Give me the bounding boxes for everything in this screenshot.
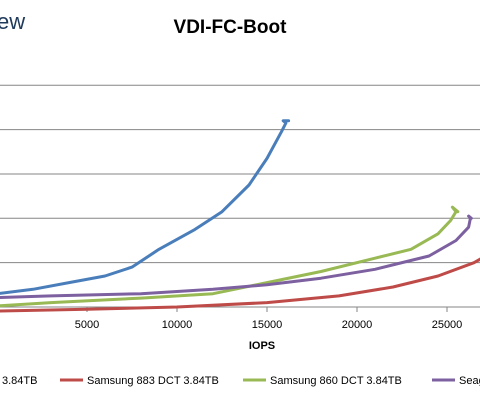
gridlines: [0, 84, 480, 312]
legend-label-4: Seag: [459, 375, 480, 387]
brand-logo-text: ew: [0, 9, 25, 34]
legend-label-2: Samsung 883 DCT 3.84TB: [87, 375, 219, 387]
series-line-2: [0, 257, 480, 313]
x-tick-label-3: 15000: [252, 319, 283, 331]
series-line-3: [0, 205, 460, 308]
legend-label-3: Samsung 860 DCT 3.84TB: [270, 375, 402, 387]
x-tick-label-2: 10000: [162, 319, 193, 331]
x-tick-labels: 0500010000150002000025000: [0, 319, 462, 331]
legend-label-1: 3.84TB: [2, 375, 37, 387]
legend: 3.84TB Samsung 883 DCT 3.84TB Samsung 860 …: [2, 375, 480, 387]
series-line-1: [0, 119, 291, 295]
x-tick-label-1: 5000: [75, 319, 99, 331]
series-line-4: [0, 214, 473, 299]
x-axis-label: IOPS: [249, 340, 275, 352]
series-lines: [0, 119, 480, 313]
x-tick-label-5: 25000: [432, 319, 463, 331]
chart-title: VDI-FC-Boot: [174, 17, 288, 38]
x-tick-label-4: 20000: [342, 319, 373, 331]
